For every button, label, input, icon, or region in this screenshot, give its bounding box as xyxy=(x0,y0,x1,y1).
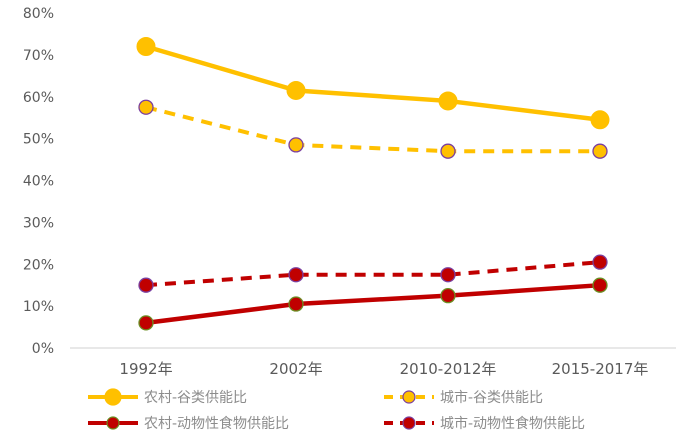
legend-swatch-marker xyxy=(106,416,120,430)
y-tick-label: 10% xyxy=(23,299,54,315)
legend-swatch-marker xyxy=(104,388,122,406)
series-4 xyxy=(138,254,608,293)
legend-label: 农村-动物性食物供能比 xyxy=(144,415,289,432)
y-tick-label: 0% xyxy=(32,341,54,357)
y-tick-label: 40% xyxy=(23,174,54,190)
data-point xyxy=(592,254,608,270)
data-point xyxy=(138,277,154,293)
legend-item: 城市-谷类供能比 xyxy=(384,389,543,406)
legend-label: 城市-谷类供能比 xyxy=(440,389,543,406)
data-point xyxy=(288,267,304,283)
series-line xyxy=(145,260,601,288)
x-tick-label: 1992年 xyxy=(119,360,172,378)
y-tick-label: 50% xyxy=(23,132,54,148)
data-point xyxy=(440,288,456,304)
data-point xyxy=(138,315,154,331)
legend-item: 农村-谷类供能比 xyxy=(88,388,247,406)
data-point xyxy=(592,143,608,159)
data-point xyxy=(440,143,456,159)
y-tick-label: 70% xyxy=(23,48,54,64)
data-point xyxy=(590,110,610,130)
data-point xyxy=(136,37,156,56)
series-line xyxy=(143,44,603,123)
legend-item: 农村-动物性食物供能比 xyxy=(88,415,289,432)
y-tick-label: 60% xyxy=(23,90,54,106)
legend-swatch-marker xyxy=(402,390,416,404)
data-point xyxy=(288,296,304,312)
series-line xyxy=(143,282,603,326)
data-point xyxy=(438,91,458,111)
series-1 xyxy=(136,37,610,130)
series-2 xyxy=(138,99,608,159)
data-point xyxy=(286,80,306,100)
y-tick-label: 80% xyxy=(23,6,54,22)
series-3 xyxy=(138,277,608,331)
x-tick-label: 2002年 xyxy=(269,360,322,378)
legend-label: 城市-动物性食物供能比 xyxy=(440,415,585,432)
legend-label: 农村-谷类供能比 xyxy=(144,390,247,406)
y-tick-label: 20% xyxy=(23,257,54,273)
legend-swatch-marker xyxy=(402,416,416,430)
series-layer xyxy=(136,37,610,331)
data-point xyxy=(440,267,456,283)
data-point xyxy=(288,137,304,153)
legend-item: 城市-动物性食物供能比 xyxy=(384,415,585,432)
data-point xyxy=(592,277,608,293)
x-tick-label: 2010-2012年 xyxy=(400,360,497,378)
axis-layer: 0% 10% 20% 30% 40% 50% 60% 70% 80% 1992年 2002年 2010… xyxy=(23,6,676,378)
series-line xyxy=(145,105,600,154)
data-point xyxy=(138,99,154,115)
y-tick-label: 30% xyxy=(23,215,54,231)
x-tick-label: 2015-2017年 xyxy=(552,360,649,378)
